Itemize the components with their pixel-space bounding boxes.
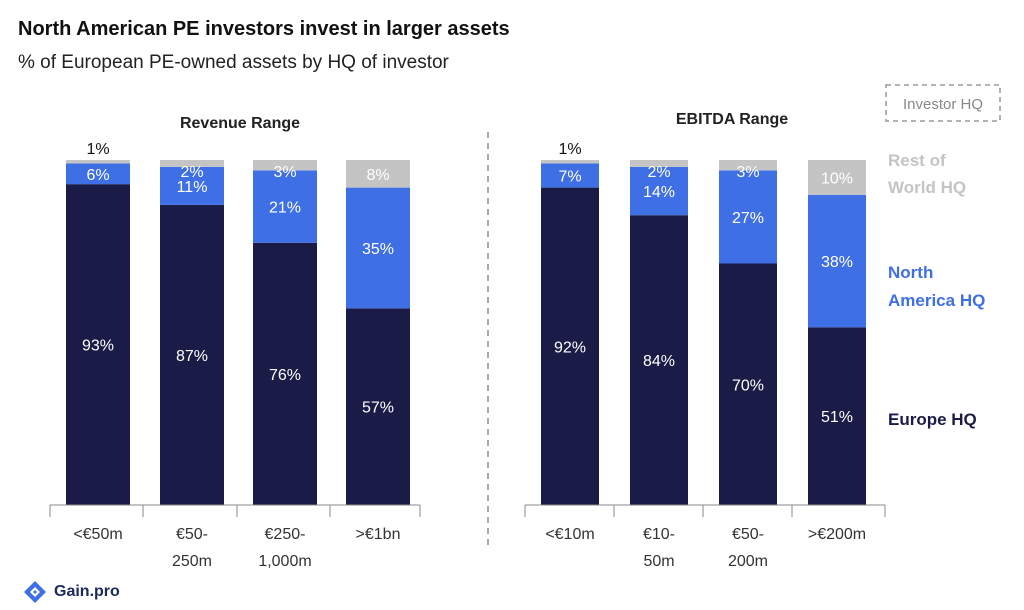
chart-title: North American PE investors invest in la…: [18, 18, 510, 40]
x-tick-label: 50m: [643, 553, 674, 570]
legend-label: Rest of: [888, 151, 946, 170]
bar-segment: [253, 160, 317, 171]
bar-segment: [346, 308, 410, 505]
data-label: 1%: [558, 141, 581, 158]
x-tick-label: €50-: [732, 526, 764, 543]
data-label: 10%: [821, 170, 853, 187]
x-tick-label: >€200m: [808, 526, 866, 543]
panel-title: EBITDA Range: [676, 111, 788, 128]
bar-segment: [160, 204, 224, 505]
bar-segment: [719, 160, 777, 171]
data-label: 21%: [269, 200, 301, 217]
bar-segment: [66, 184, 130, 505]
chart-subtitle: % of European PE-owned assets by HQ of i…: [18, 52, 449, 73]
bar-segment: [160, 160, 224, 167]
legend-box-label: Investor HQ: [903, 96, 983, 113]
x-tick-label: 1,000m: [258, 553, 311, 570]
data-label: 11%: [177, 179, 208, 196]
bar-segment: [66, 163, 130, 185]
gain-logo-icon: [24, 581, 46, 603]
data-label: 3%: [736, 164, 759, 181]
data-label: 38%: [821, 254, 853, 271]
bar-segment: [541, 160, 599, 164]
x-tick-label: <€10m: [545, 526, 594, 543]
bar-segment: [66, 160, 130, 164]
bar-segment: [808, 194, 866, 328]
data-label: 35%: [362, 241, 394, 258]
bar-segment: [253, 170, 317, 243]
x-tick-label: 250m: [172, 553, 212, 570]
legend-label: World HQ: [888, 178, 966, 197]
data-label: 1%: [86, 141, 109, 158]
legend-label: America HQ: [888, 291, 985, 310]
bar-segment: [253, 242, 317, 506]
data-label: 87%: [176, 348, 208, 365]
data-label: 2%: [647, 164, 670, 181]
data-label: 3%: [273, 164, 296, 181]
logo-text: Gain.pro: [54, 583, 120, 600]
data-label: 57%: [362, 400, 394, 417]
x-tick-label: €50-: [176, 526, 208, 543]
data-label: 92%: [554, 339, 586, 356]
bar-segment: [160, 166, 224, 205]
x-tick-label: €10-: [643, 526, 675, 543]
bar-segment: [719, 170, 777, 264]
bar-segment: [630, 166, 688, 216]
bar-segment: [719, 263, 777, 505]
legend-box: [885, 84, 1001, 122]
x-tick-label: €250-: [265, 526, 306, 543]
bar-segment: [630, 160, 688, 167]
panel-title: Revenue Range: [180, 115, 300, 132]
data-label: 84%: [643, 353, 675, 370]
bar-segment: [808, 160, 866, 195]
data-label: 2%: [180, 164, 203, 181]
bar-segment: [541, 163, 599, 188]
data-label: 8%: [366, 167, 389, 184]
x-tick-label: <€50m: [73, 526, 122, 543]
x-tick-label: 200m: [728, 553, 768, 570]
bar-segment: [346, 187, 410, 309]
data-label: 76%: [269, 367, 301, 384]
data-label: 14%: [643, 184, 675, 201]
legend-label: North: [888, 263, 933, 282]
data-label: 6%: [86, 167, 109, 184]
bar-segment: [808, 327, 866, 505]
bar-segment: [630, 215, 688, 505]
data-label: 27%: [732, 210, 764, 227]
logo: Gain.pro: [22, 579, 120, 605]
bar-segment: [346, 160, 410, 188]
legend-label: Europe HQ: [888, 410, 977, 429]
data-label: 70%: [732, 377, 764, 394]
data-label: 7%: [558, 169, 581, 186]
bar-segment: [541, 187, 599, 505]
x-tick-label: >€1bn: [356, 526, 401, 543]
data-label: 51%: [821, 409, 853, 426]
data-label: 93%: [82, 338, 114, 355]
